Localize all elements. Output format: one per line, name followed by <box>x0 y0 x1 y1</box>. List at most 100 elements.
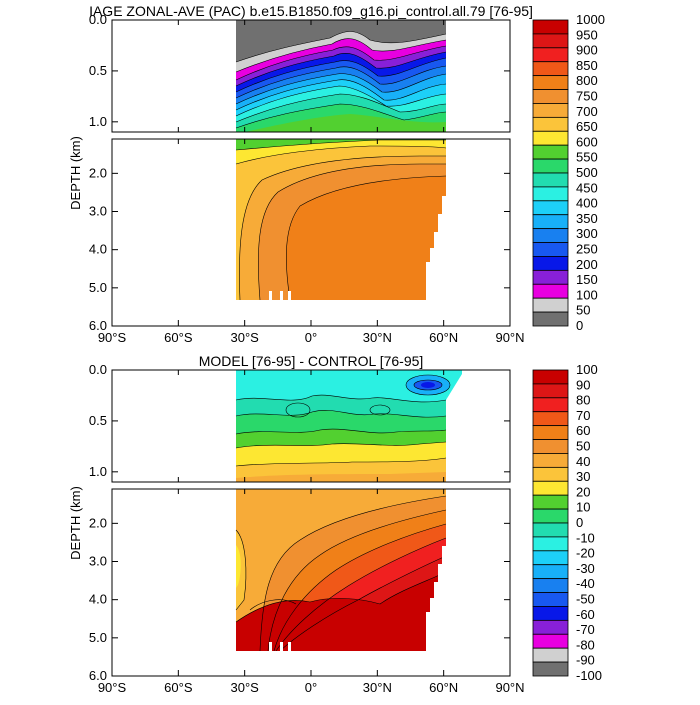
p2-band-orange <box>236 472 446 482</box>
colorbar-label: 150 <box>576 272 598 287</box>
colorbar-swatch <box>532 578 569 593</box>
colorbar-swatch <box>532 536 569 552</box>
p2-topography-mask <box>426 489 510 676</box>
colorbar-swatch <box>532 116 569 132</box>
colorbar-swatch <box>532 283 569 299</box>
colorbar-label: 500 <box>576 165 598 180</box>
colorbar-swatch <box>532 103 569 118</box>
x-tick-label: 0° <box>305 330 317 345</box>
p2-lower-yellow-core <box>236 545 241 588</box>
colorbar-swatch <box>532 647 569 663</box>
x-tick-label: 30°N <box>363 330 392 345</box>
colorbar-label: 50 <box>576 303 590 318</box>
y-tick-label: 1.0 <box>89 114 107 129</box>
colorbar-swatch <box>532 564 569 580</box>
y-tick-label: 3.0 <box>89 554 107 569</box>
p1-y-tick-labels: 0.0 0.5 1.0 2.0 3.0 4.0 5.0 6.0 <box>89 12 107 333</box>
panel1-lower-field <box>235 139 510 326</box>
x-tick-label: 60°N <box>429 680 458 695</box>
p2-lower-contours <box>235 495 447 652</box>
colorbar-swatch <box>532 397 569 413</box>
colorbar-label: -80 <box>576 637 595 652</box>
colorbar-swatch <box>532 47 569 63</box>
colorbar-label: -30 <box>576 561 595 576</box>
colorbar-label: 90 <box>576 377 590 392</box>
x-tick-label: 90°N <box>495 330 524 345</box>
colorbar-swatch <box>532 242 569 257</box>
colorbar-swatch <box>532 19 569 35</box>
colorbar-swatch <box>532 61 569 77</box>
p1-y-axis-label: DEPTH (km) <box>68 136 83 210</box>
colorbar-label: 650 <box>576 119 598 134</box>
p1-bottom-mask <box>236 300 510 326</box>
p1-seamount-b <box>280 291 283 300</box>
colorbar-swatch <box>532 508 569 524</box>
p1-seamount-c <box>288 291 291 300</box>
colorbar-swatch <box>532 214 569 230</box>
colorbar-label: -90 <box>576 653 595 668</box>
colorbar-label: 600 <box>576 134 598 149</box>
colorbar-label: 850 <box>576 58 598 73</box>
colorbar-swatch <box>532 89 569 104</box>
y-tick-label: 0.5 <box>89 63 107 78</box>
p2-seamount-a <box>269 642 272 651</box>
colorbar-swatch <box>532 661 569 677</box>
p2-upper-contours <box>235 374 451 467</box>
colorbar-label: -100 <box>576 668 602 683</box>
colorbar-swatch <box>532 200 569 216</box>
colorbar-label: 800 <box>576 73 598 88</box>
panel2-upper-field <box>235 370 462 482</box>
colorbar-swatch <box>532 466 569 482</box>
x-tick-label: 90°N <box>495 680 524 695</box>
y-tick-label: 2.0 <box>89 515 107 530</box>
colorbar-label: 0 <box>576 318 583 333</box>
colorbar-label: 1000 <box>576 12 605 27</box>
p2-seamount-b <box>280 642 283 651</box>
p2-axis-ticks <box>111 369 511 677</box>
panel-iage: IAGE ZONAL-AVE (PAC) b.e15.B1850.f09_g16… <box>68 3 605 345</box>
colorbar-swatch <box>532 228 569 243</box>
y-tick-label: 4.0 <box>89 242 107 257</box>
p2-bottom-mask <box>236 651 510 676</box>
panel1-title: IAGE ZONAL-AVE (PAC) b.e15.B1850.f09_g16… <box>89 3 533 19</box>
colorbar-label: 400 <box>576 196 598 211</box>
panel1-upper-field <box>235 20 447 132</box>
colorbar-swatch <box>532 606 569 621</box>
p2-lower-darkred <box>236 572 446 651</box>
colorbar-label: 0 <box>576 515 583 530</box>
colorbar-swatch <box>532 480 569 496</box>
p1-topography-mask <box>426 139 510 326</box>
colorbar-label: 700 <box>576 104 598 119</box>
colorbar-label: -70 <box>576 622 595 637</box>
y-tick-label: 5.0 <box>89 630 107 645</box>
x-tick-label: 60°S <box>164 330 193 345</box>
panel2-lower-field <box>235 489 510 676</box>
colorbar-swatch <box>532 186 569 202</box>
p1-axis-ticks <box>111 19 511 327</box>
p2-colorbar: 1009080706050403020100-10-20-30-40-50-60… <box>532 362 602 683</box>
x-tick-label: 60°N <box>429 330 458 345</box>
colorbar-swatch <box>532 144 569 160</box>
colorbar-swatch <box>532 619 569 635</box>
y-tick-label: 2.0 <box>89 165 107 180</box>
colorbar-label: 750 <box>576 89 598 104</box>
x-tick-label: 30°S <box>230 680 259 695</box>
colorbar-label: 450 <box>576 180 598 195</box>
y-tick-label: 0.0 <box>89 362 107 377</box>
colorbar-label: 70 <box>576 408 590 423</box>
p1-seamount-a <box>269 291 272 300</box>
y-tick-label: 0.5 <box>89 413 107 428</box>
colorbar-label: 100 <box>576 362 598 377</box>
y-tick-label: 4.0 <box>89 592 107 607</box>
p1-band-green2 <box>236 114 446 132</box>
colorbar-swatch <box>532 439 569 454</box>
colorbar-label: 60 <box>576 423 590 438</box>
colorbar-swatch <box>532 172 569 188</box>
y-tick-label: 5.0 <box>89 280 107 295</box>
colorbar-label: -60 <box>576 607 595 622</box>
panel2-title: MODEL [76-95] - CONTROL [76-95] <box>199 353 424 369</box>
colorbar-swatch <box>532 311 569 327</box>
p2-x-tick-labels: 90°S 60°S 30°S 0° 30°N 60°N 90°N <box>98 680 525 695</box>
